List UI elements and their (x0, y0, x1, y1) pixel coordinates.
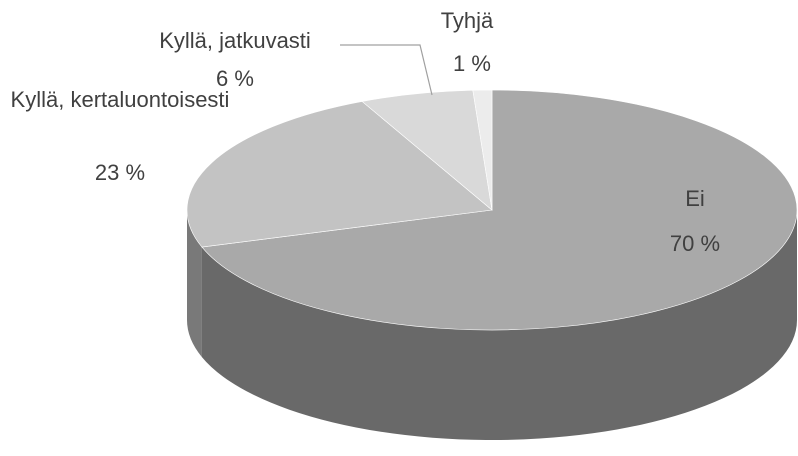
value-label: 23 % (94, 160, 146, 185)
value-label: 6 % (216, 66, 254, 91)
leader-line (340, 44, 433, 96)
category-label: Kyllä, kertaluontoisesti (10, 87, 230, 112)
category-label: Kyllä, jatkuvasti (159, 28, 311, 53)
pie-slice (472, 89, 493, 211)
pie-slice (186, 101, 493, 248)
value-label: 1 % (453, 51, 491, 76)
value-label: 70 % (670, 231, 720, 256)
pie-side (187, 210, 202, 358)
pie-side (201, 210, 798, 440)
pie-slice (201, 89, 798, 331)
category-label: Tyhjä (441, 8, 494, 33)
category-label: Ei (685, 186, 705, 211)
